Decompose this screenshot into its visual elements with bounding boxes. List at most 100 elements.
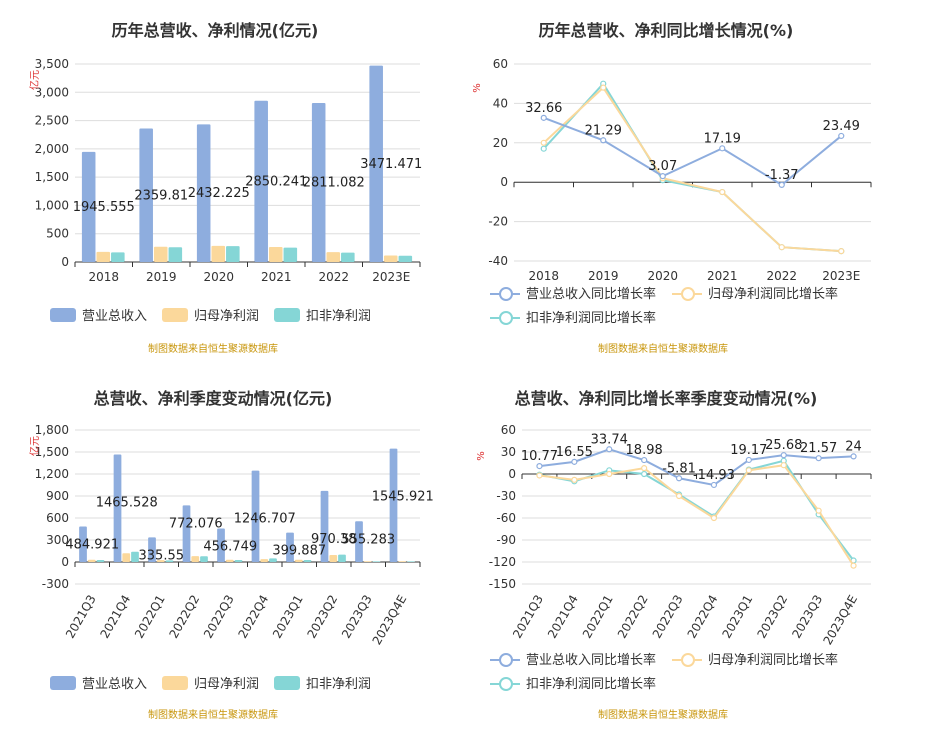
legend-item-revenue-growth[interactable]: 营业总收入同比增长率 [490,283,656,302]
data-label: -14.93 [693,468,735,483]
y-tick-label: -30 [496,489,516,503]
data-label: -5.81 [662,461,696,476]
y-tick-label: 1,500 [35,170,69,184]
x-tick-label: 2020 [203,270,234,284]
bar [226,246,240,262]
y-tick-label: 600 [46,511,69,525]
y-tick-label: 1,500 [35,445,69,459]
data-label: 1465.528 [96,496,158,511]
data-point [815,507,822,514]
bar [217,528,225,562]
data-point [540,145,547,152]
data-label: 18.98 [626,443,663,458]
legend-item-revenue-growth[interactable]: 营业总收入同比增长率 [490,649,656,668]
legend-label: 归母净利润同比增长率 [708,653,839,668]
bar [225,559,234,562]
data-label: 2850.241 [245,174,307,189]
data-point [850,453,857,460]
data-label: 33.74 [591,432,628,447]
x-tick-label: 2022Q4 [685,593,721,641]
y-tick-label: 40 [493,96,508,110]
legend-item-parent-growth[interactable]: 归母净利润同比增长率 [672,283,838,302]
x-tick-label: 2022Q1 [132,593,168,641]
bar [355,521,363,562]
bar [389,448,398,562]
bar [139,128,153,262]
y-tick-label: -20 [488,215,508,229]
data-point [536,472,543,479]
legend-label: 扣非净利润 [306,309,372,324]
bar [398,255,413,262]
data-point [815,455,822,462]
legend-item-deducted-growth[interactable]: 扣非净利润同比增长率 [490,307,656,326]
legend-item-parent[interactable]: 归母净利润 [162,673,259,692]
y-tick-label: 2,500 [35,114,69,128]
bar [165,560,174,562]
data-point [710,481,718,489]
series-line [539,448,854,487]
x-tick-label: 2022Q1 [580,593,616,641]
data-label: 25.68 [765,438,802,453]
data-point [838,132,845,140]
y-tick-label: 1,800 [35,423,69,437]
legend-item-revenue[interactable]: 营业总收入 [50,673,147,692]
legend-label: 扣非净利润 [306,677,372,692]
y-tick-label: 900 [46,489,69,503]
data-label: 399.887 [272,544,326,559]
data-label: 19.17 [730,443,767,458]
data-label: 32.66 [525,101,562,116]
x-tick-label: 2019 [588,269,619,283]
bar [269,558,277,562]
data-point [838,248,845,255]
x-tick-label: 2022 [318,270,349,284]
legend-item-revenue[interactable]: 营业总收入 [50,305,147,324]
data-label: 970.38 [311,532,357,547]
bar [254,100,268,262]
x-tick-label: 2022Q2 [615,593,651,641]
quarter-line-panel: 总营收、净利同比增长率季度变动情况(%) -150 -120 -90 -60 -30 0 3… [466,368,933,736]
x-tick-label: 2021 [261,270,292,284]
data-point [641,465,648,472]
legend-swatch [490,652,520,667]
legend-label: 营业总收入同比增长率 [526,653,657,668]
legend-item-parent-growth[interactable]: 归母净利润同比增长率 [672,649,838,668]
bar [211,245,226,262]
x-tick-label: 2023Q2 [754,593,790,641]
series-line [539,464,855,567]
quarter-line-chart: -150-120-90-60-3003060%2021Q32021Q42022Q… [476,423,872,647]
legend-swatch [50,675,76,690]
data-point [850,562,857,569]
bar [96,559,105,562]
legend-swatch [162,307,188,322]
x-tick-label: 2023Q3 [339,593,375,641]
legend-item-parent[interactable]: 归母净利润 [162,305,259,324]
data-point [745,456,752,464]
bar [398,561,407,562]
y-tick-label: 60 [501,423,516,437]
y-tick-label: 0 [61,555,69,569]
bar [131,551,139,562]
legend-item-deducted[interactable]: 扣非净利润 [274,673,371,692]
bar [156,560,165,562]
x-tick-label: 2021Q3 [510,593,546,641]
y-axis-unit: % [472,83,483,93]
y-tick-label: 1,000 [35,198,69,212]
legend-item-deducted[interactable]: 扣非净利润 [274,305,371,324]
bar [383,255,398,262]
data-label: 21.57 [800,441,837,456]
x-tick-label: 2022Q2 [166,593,202,641]
y-tick-label: 500 [46,227,69,241]
bar [148,537,156,562]
bar [79,526,87,562]
data-point [540,114,547,121]
source-note: 制图数据来自恒生聚源数据库 [148,344,278,355]
x-tick-label: 2021 [707,269,738,283]
bar [326,252,341,262]
data-label: 2811.082 [303,175,365,190]
data-label: 21.29 [585,123,622,138]
x-tick-label: 2022Q3 [201,593,237,641]
bar [251,470,260,562]
legend-item-deducted-growth[interactable]: 扣非净利润同比增长率 [490,673,656,692]
legend-label: 营业总收入 [82,309,148,324]
y-tick-label: 0 [500,175,508,189]
